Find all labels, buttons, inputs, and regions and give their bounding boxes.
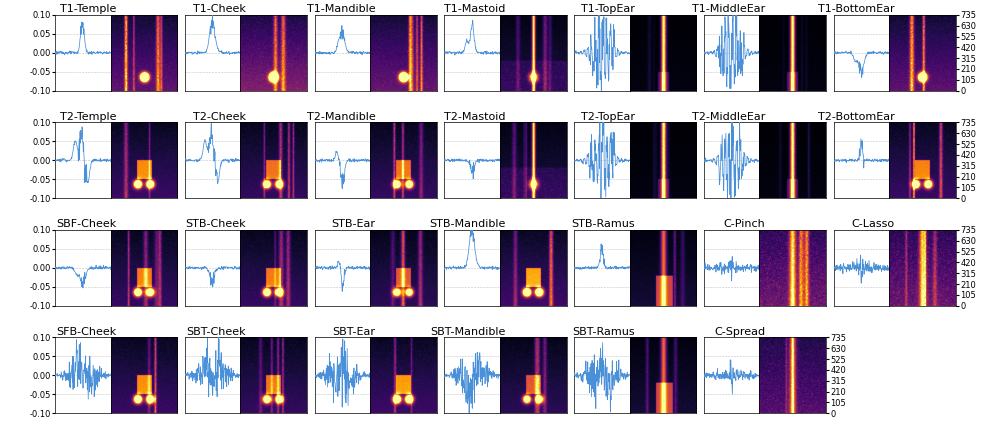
Text: SFB-Cheek: SFB-Cheek (56, 327, 116, 337)
Text: C-Lasso: C-Lasso (852, 219, 895, 229)
Text: T1-Temple: T1-Temple (60, 4, 116, 14)
Text: STB-Mandible: STB-Mandible (429, 219, 506, 229)
Text: T2-Temple: T2-Temple (60, 112, 116, 122)
Text: STB-Ramus: STB-Ramus (572, 219, 635, 229)
Text: C-Spread: C-Spread (714, 327, 765, 337)
Text: T1-Cheek: T1-Cheek (193, 4, 246, 14)
Text: STB-Ear: STB-Ear (332, 219, 376, 229)
Text: SBT-Ear: SBT-Ear (333, 327, 376, 337)
Text: T2-MiddleEar: T2-MiddleEar (692, 112, 765, 122)
Text: T1-Mandible: T1-Mandible (307, 4, 376, 14)
Text: SBT-Mandible: SBT-Mandible (430, 327, 506, 337)
Text: STB-Cheek: STB-Cheek (185, 219, 246, 229)
Text: T1-MiddleEar: T1-MiddleEar (692, 4, 765, 14)
Text: SBT-Ramus: SBT-Ramus (573, 327, 635, 337)
Text: T2-Mastoid: T2-Mastoid (444, 112, 506, 122)
Text: T2-BottomEar: T2-BottomEar (818, 112, 895, 122)
Text: T2-Cheek: T2-Cheek (193, 112, 246, 122)
Text: SBT-Cheek: SBT-Cheek (186, 327, 246, 337)
Text: C-Pinch: C-Pinch (723, 219, 765, 229)
Text: T1-TopEar: T1-TopEar (581, 4, 635, 14)
Text: SBF-Cheek: SBF-Cheek (56, 219, 116, 229)
Text: T2-Mandible: T2-Mandible (307, 112, 376, 122)
Text: T1-Mastoid: T1-Mastoid (444, 4, 506, 14)
Text: T1-BottomEar: T1-BottomEar (818, 4, 895, 14)
Text: T2-TopEar: T2-TopEar (581, 112, 635, 122)
